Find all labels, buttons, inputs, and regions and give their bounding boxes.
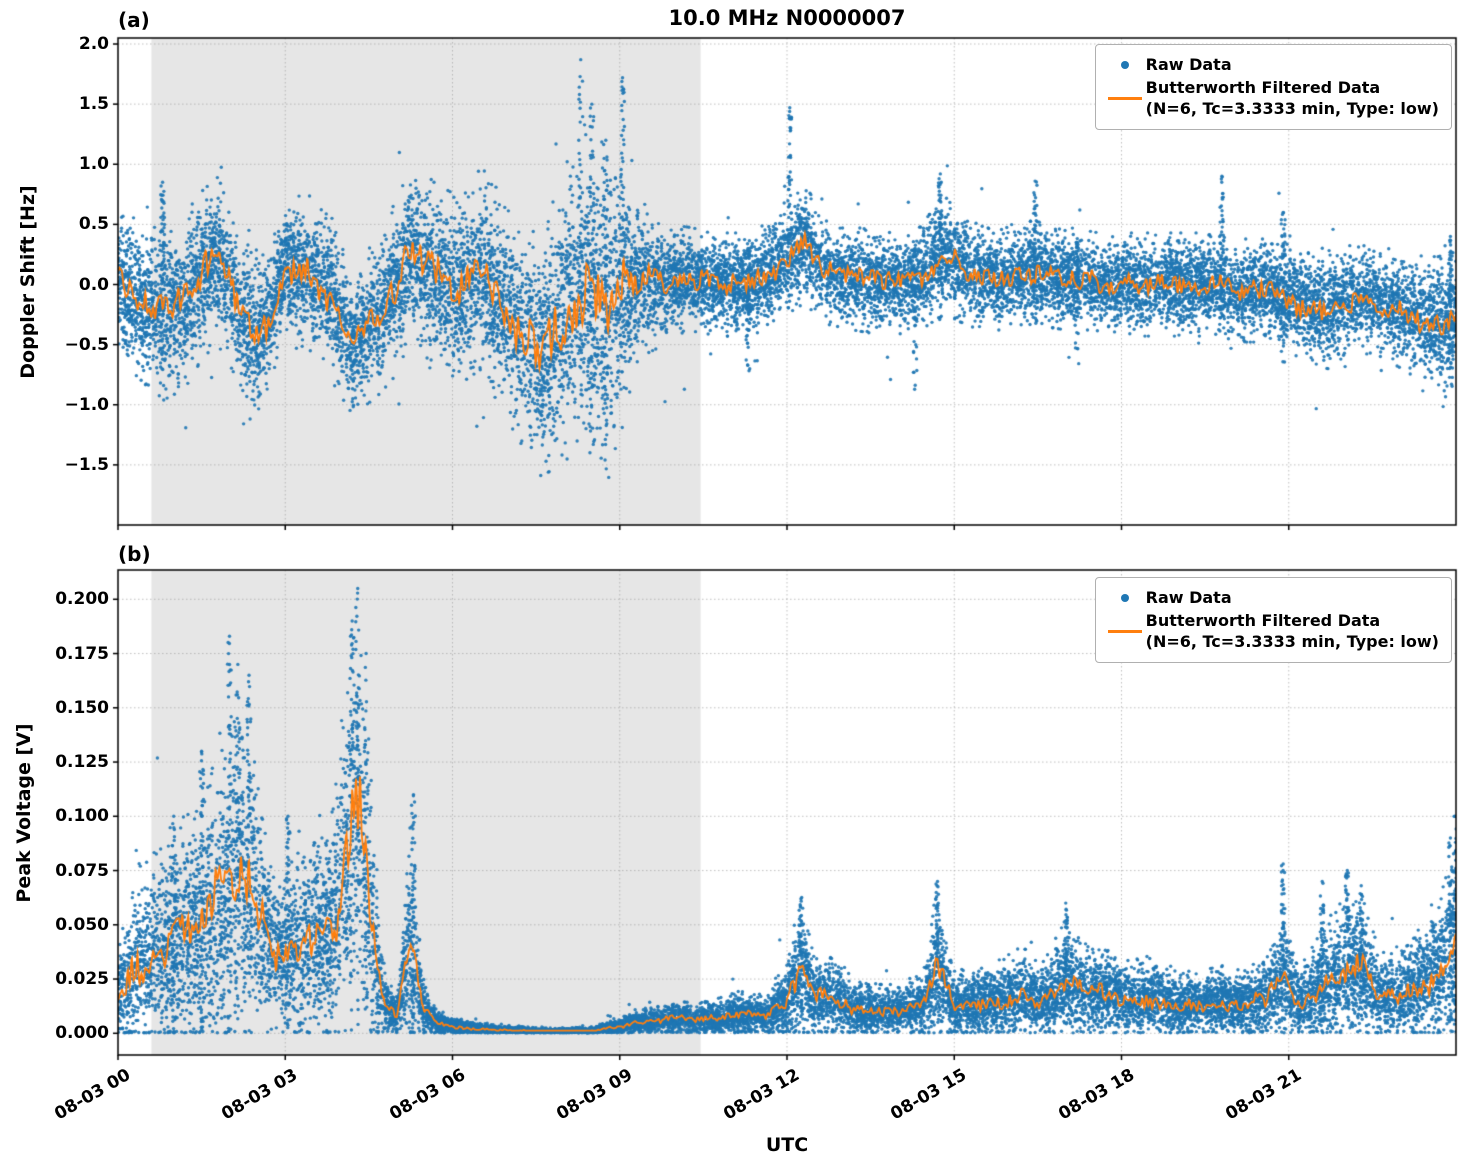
y-tick-label: 2.0 bbox=[78, 34, 109, 54]
legend-row-filtered: Butterworth Filtered Data (N=6, Tc=3.333… bbox=[1104, 78, 1439, 120]
x-axis-label: UTC bbox=[765, 1134, 809, 1156]
y-tick-label: 0.025 bbox=[55, 969, 109, 990]
y-tick-label: 0.200 bbox=[55, 589, 109, 610]
y-tick-label: −0.5 bbox=[64, 334, 109, 355]
legend-raw-label: Raw Data bbox=[1145, 588, 1232, 607]
legend-row-raw: Raw Data bbox=[1104, 55, 1439, 76]
legend-filtered-label-line2: (N=6, Tc=3.3333 min, Type: low) bbox=[1145, 631, 1439, 651]
raw-data-marker-icon bbox=[1120, 594, 1129, 603]
filtered-line-icon bbox=[1107, 97, 1142, 101]
panel-a-label: (a) bbox=[118, 8, 150, 32]
legend-row-filtered: Butterworth Filtered Data (N=6, Tc=3.333… bbox=[1104, 611, 1439, 653]
y-tick-label: −1.5 bbox=[64, 454, 109, 475]
legend-filtered-label-line1: Butterworth Filtered Data bbox=[1145, 610, 1381, 630]
y-tick-label: 1.0 bbox=[78, 154, 109, 175]
y-tick-label: 1.5 bbox=[78, 94, 109, 115]
y-tick-label: 0.100 bbox=[55, 806, 109, 827]
legend-filtered-label-line2: (N=6, Tc=3.3333 min, Type: low) bbox=[1145, 98, 1439, 118]
y-tick-label: 0.175 bbox=[55, 643, 109, 664]
y-tick-label: 0.5 bbox=[78, 214, 109, 235]
y-axis-label-b: Peak Voltage [V] bbox=[13, 722, 35, 903]
panel-b-label: (b) bbox=[118, 542, 151, 566]
legend-handle bbox=[1104, 97, 1146, 101]
legend-raw-label: Raw Data bbox=[1145, 55, 1232, 74]
y-tick-label: 0.0 bbox=[78, 274, 109, 295]
y-tick-label: 0.075 bbox=[55, 860, 109, 881]
legend-handle bbox=[1104, 594, 1146, 603]
y-tick-label: 0.000 bbox=[55, 1023, 109, 1044]
legend-handle bbox=[1104, 61, 1146, 70]
legend-filtered-label-line1: Butterworth Filtered Data bbox=[1145, 77, 1381, 97]
y-tick-label: 0.125 bbox=[55, 752, 109, 773]
legend-panel-b: Raw Data Butterworth Filtered Data (N=6,… bbox=[1094, 577, 1452, 664]
y-tick-label: 0.150 bbox=[55, 697, 109, 718]
legend-panel-a: Raw Data Butterworth Filtered Data (N=6,… bbox=[1094, 44, 1452, 131]
figure-title: 10.0 MHz N0000007 bbox=[668, 6, 906, 30]
y-tick-label: −1.0 bbox=[64, 394, 109, 415]
y-tick-label: 0.050 bbox=[55, 914, 109, 935]
legend-row-raw: Raw Data bbox=[1104, 588, 1439, 609]
raw-data-marker-icon bbox=[1120, 61, 1129, 70]
filtered-line-icon bbox=[1107, 630, 1142, 634]
y-axis-label-a: Doppler Shift [Hz] bbox=[17, 184, 39, 379]
legend-handle bbox=[1104, 630, 1146, 634]
